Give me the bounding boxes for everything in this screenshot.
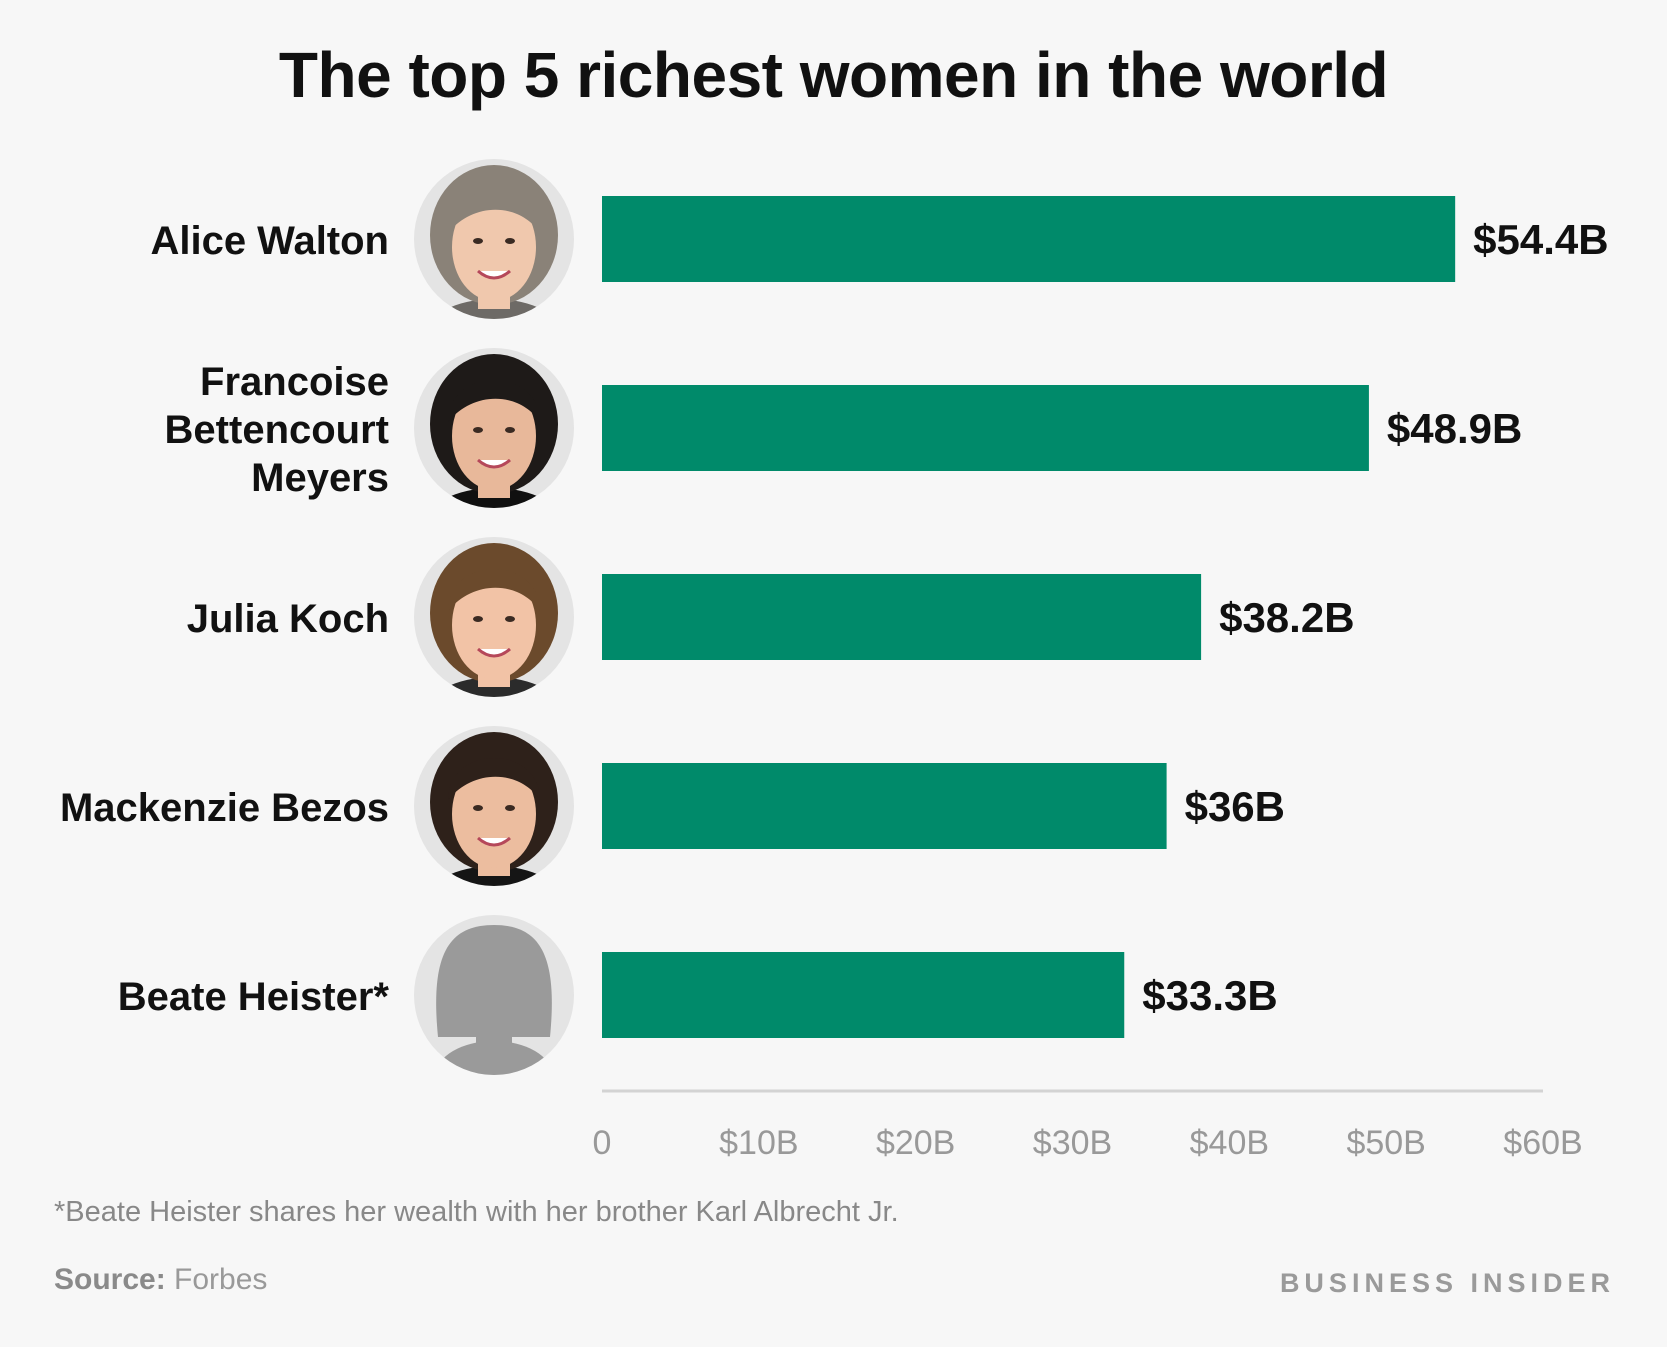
- source-value: Forbes: [165, 1263, 268, 1296]
- source-line: Source: Forbes: [54, 1263, 267, 1297]
- category-label: Francoise Bettencourt Meyers: [165, 360, 389, 500]
- bar-rows: Alice Walton $54.4B Francoise Bettencourt Me…: [60, 159, 1609, 1075]
- x-tick-label: $40B: [1190, 1124, 1269, 1162]
- portrait-julia-koch-icon: [414, 537, 574, 697]
- x-tick-label: $10B: [719, 1124, 798, 1162]
- footnote: *Beate Heister shares her wealth with he…: [54, 1196, 899, 1228]
- silhouette-placeholder-icon: [414, 915, 574, 1075]
- x-tick-label: $20B: [876, 1124, 955, 1162]
- bar-row: Beate Heister* $33.3B: [118, 915, 1278, 1075]
- category-label: Mackenzie Bezos: [60, 786, 389, 830]
- bar-row: Francoise Bettencourt Meyers $48.9B: [165, 348, 1522, 508]
- data-label: $33.3B: [1142, 972, 1277, 1019]
- x-tick-label: $30B: [1033, 1124, 1112, 1162]
- bar: [602, 574, 1202, 660]
- x-axis-ticks: 0 $10B $20B $30B $40B $50B $60B: [593, 1124, 1583, 1162]
- portrait-mackenzie-bezos-icon: [414, 726, 574, 886]
- portrait-alice-walton-icon: [414, 159, 574, 319]
- category-label: Beate Heister*: [118, 975, 390, 1019]
- x-tick-label: $60B: [1503, 1124, 1582, 1162]
- x-tick-label: $50B: [1346, 1124, 1425, 1162]
- source-label: Source:: [54, 1263, 166, 1296]
- chart-title: The top 5 richest women in the world: [278, 39, 1389, 111]
- bar-row: Alice Walton $54.4B: [150, 159, 1609, 319]
- x-tick-label: 0: [593, 1124, 612, 1162]
- category-label: Alice Walton: [150, 219, 389, 263]
- business-insider-logo: BUSINESS INSIDER: [1279, 1268, 1615, 1298]
- bar: [602, 763, 1167, 849]
- data-label: $36B: [1185, 783, 1285, 830]
- bar: [602, 385, 1369, 471]
- data-label: $54.4B: [1473, 216, 1608, 263]
- bar-row: Mackenzie Bezos $36B: [60, 726, 1285, 886]
- bar: [602, 952, 1125, 1038]
- bar-row: Julia Koch $38.2B: [187, 537, 1355, 697]
- bar: [602, 196, 1456, 282]
- data-label: $38.2B: [1219, 594, 1354, 641]
- data-label: $48.9B: [1387, 405, 1522, 452]
- bar-chart: Alice Walton $54.4B Francoise Bettencourt Me…: [60, 159, 1609, 1162]
- portrait-francoise-bettencourt-meyers-icon: [414, 348, 574, 508]
- category-label: Julia Koch: [187, 597, 389, 641]
